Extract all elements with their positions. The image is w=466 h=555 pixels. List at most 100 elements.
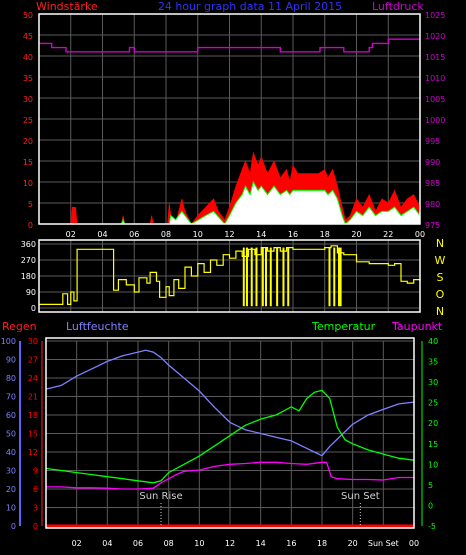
pressure-tick-label: 1020 [425,32,445,41]
wind-tick-label: 25 [23,116,33,125]
pressure-tick-label: 1000 [425,116,445,125]
direction-tick-label: 180 [21,272,36,281]
rain-tick-label: 18 [28,411,38,420]
rain-tick-label: 27 [28,356,38,365]
wind-tick-label: 30 [23,95,33,104]
time-tick-label: 04 [97,230,107,239]
dewpoint-axis-title: Taupunkt [391,320,443,333]
time-tick-label: 10 [193,230,203,239]
wind-tick-label: 10 [23,179,33,188]
wind-tick-label: 40 [23,53,33,62]
pressure-tick-label: 975 [425,221,440,230]
sun-rise-label: Sun Rise [139,491,182,502]
wind-direction-frame [38,239,421,313]
time-tick-label: 18 [317,539,327,548]
chart-title: 24 hour graph data 11 April 2015 [158,0,342,13]
compass-label: O [436,288,445,301]
compass-label: S [437,271,444,284]
rain-tick-label: 0 [33,522,38,531]
rain-tick-label: 30 [28,337,38,346]
time-tick-label: 20 [351,230,361,239]
pressure-tick-label: 1010 [425,74,445,83]
rain-axis-title: Regen [2,320,37,333]
time-tick-label: 12 [225,539,235,548]
temperature-axis-title: Temperatur [311,320,376,333]
time-tick-label: 16 [288,230,298,239]
wind-pressure-grid [39,13,420,225]
pressure-tick-label: 1005 [425,95,445,104]
wind-direction-line [39,245,421,305]
time-tick-label: Sun Set [368,539,399,548]
temperature-tick-label: 5 [428,481,433,490]
time-tick-label: 12 [224,230,234,239]
sun-set-label: Sun Set [341,491,380,502]
temperature-tick-label: 0 [428,501,433,510]
time-tick-label: 04 [102,539,112,548]
humidity-tick-label: 10 [6,504,16,513]
wind-axis-title: Windstärke [36,0,98,13]
temperature-tick-label: 20 [428,419,438,428]
weather-frame [45,337,415,529]
time-tick-label: 00 [415,230,425,239]
temperature-tick-label: 15 [428,440,438,449]
humidity-tick-label: 0 [11,522,16,531]
rain-tick-label: 3 [33,504,38,513]
direction-spikes [242,247,342,307]
time-tick-label: 06 [133,539,143,548]
direction-tick-label: 90 [26,288,36,297]
pressure-line [39,38,420,53]
humidity-tick-label: 70 [6,393,16,402]
rain-tick-label: 12 [28,448,38,457]
compass-label: W [435,254,446,267]
time-tick-label: 00 [409,539,419,548]
humidity-line [45,349,415,457]
wind-tick-label: 35 [23,74,33,83]
direction-tick-label: 360 [21,240,36,249]
time-tick-label: 20 [348,539,358,548]
humidity-tick-label: 20 [6,485,16,494]
wind-tick-label: 45 [23,32,33,41]
time-tick-label: 08 [161,230,171,239]
direction-tick-label: 0 [31,304,36,313]
humidity-tick-label: 50 [6,430,16,439]
time-tick-label: 14 [256,539,266,548]
temperature-tick-label: 10 [428,460,438,469]
sun-rise-marker: Sun Rise [139,491,183,526]
wind-tick-label: 20 [23,137,33,146]
wind-pressure-frame [38,13,421,225]
wind-direction-grid [39,240,420,312]
direction-axis-ticks: 0 90 180 270 360 [21,240,36,313]
wind-tick-label: 15 [23,158,33,167]
temperature-axis-ticks: -5 0 5 10 15 20 25 30 35 40 [428,337,438,531]
humidity-tick-label: 80 [6,374,16,383]
weather-x-ticks: 02 04 06 08 10 12 14 16 18 20 Sun Set 00 [72,539,420,548]
weather-panel: Regen Luftfeuchte Temperatur Taupunkt 0 1… [1,320,443,548]
time-tick-label: 06 [129,230,139,239]
pressure-tick-label: 985 [425,179,440,188]
wind-tick-label: 5 [28,200,33,209]
pressure-axis-title: Luftdruck [372,0,424,13]
time-tick-label: 02 [72,539,82,548]
time-tick-label: 02 [66,230,76,239]
wind-tick-label: 0 [28,221,33,230]
wind-pressure-panel: Windstärke 24 hour graph data 11 April 2… [23,0,446,239]
pressure-tick-label: 1015 [425,53,445,62]
pressure-tick-label: 1025 [425,11,445,20]
temperature-tick-label: 25 [428,399,438,408]
dewpoint-line [46,461,414,490]
humidity-tick-label: 100 [1,337,16,346]
pressure-tick-label: 980 [425,200,440,209]
wind-tick-label: 50 [23,11,33,20]
temperature-line [45,389,415,484]
rain-tick-label: 6 [33,485,38,494]
temperature-tick-label: -5 [428,522,436,531]
time-tick-label: 22 [383,230,393,239]
temperature-tick-label: 30 [428,378,438,387]
pressure-tick-label: 995 [425,137,440,146]
humidity-axis-title: Luftfeuchte [66,320,129,333]
pressure-axis-ticks: 975 980 985 990 995 1000 1005 1010 1015 1020 1025 [425,11,445,230]
humidity-tick-label: 40 [6,448,16,457]
wind-x-ticks: 02 04 06 08 10 12 14 16 18 20 22 00 [66,230,425,239]
